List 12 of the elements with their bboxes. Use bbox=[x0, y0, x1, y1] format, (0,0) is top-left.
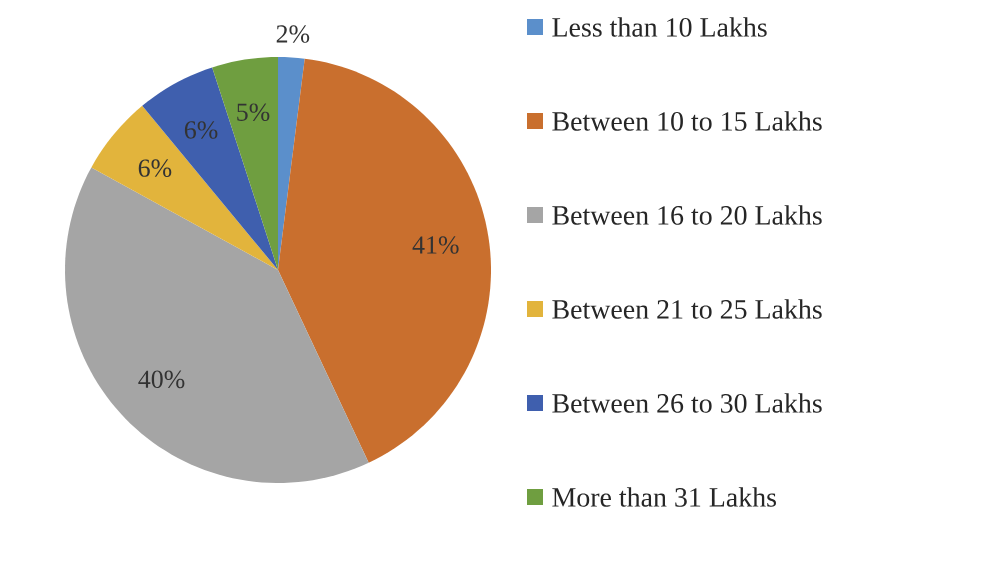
legend-label: Between 26 to 30 Lakhs bbox=[552, 393, 822, 413]
data-label: 40% bbox=[138, 370, 185, 389]
legend-label: Between 21 to 25 Lakhs bbox=[552, 299, 822, 319]
data-label: 41% bbox=[412, 236, 459, 254]
legend-label: Less than 10 Lakhs bbox=[552, 17, 767, 37]
data-label: 5% bbox=[237, 103, 270, 121]
legend-label: Between 16 to 20 Lakhs bbox=[552, 205, 822, 225]
legend-label: Between 10 to 15 Lakhs bbox=[552, 111, 822, 131]
legend-label: More than 31 Lakhs bbox=[552, 487, 776, 507]
data-label: 2% bbox=[276, 25, 310, 43]
data-label: 6% bbox=[138, 159, 172, 177]
data-label: 6% bbox=[184, 121, 218, 139]
